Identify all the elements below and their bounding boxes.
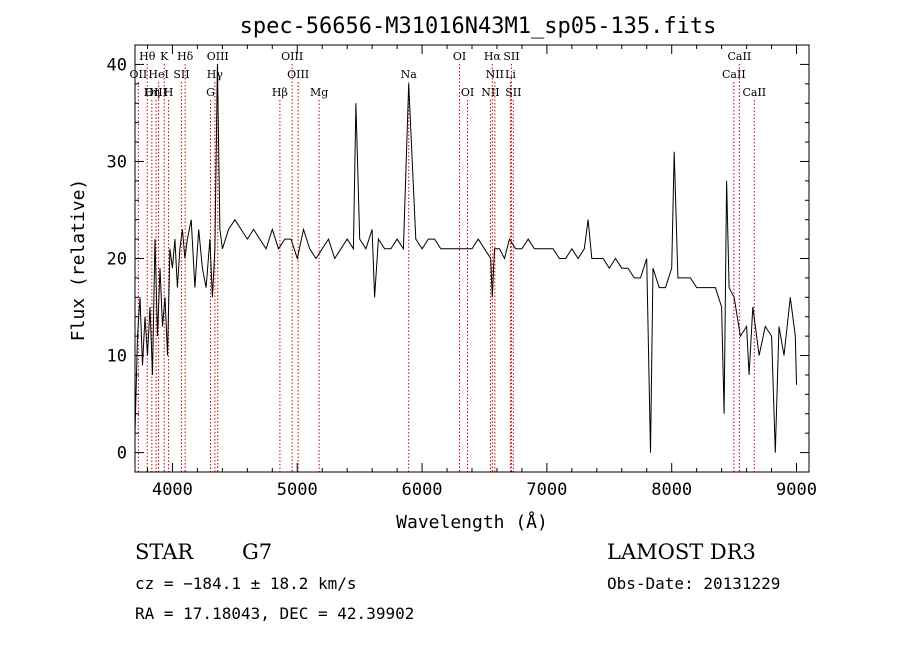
spectrum-line [134,64,797,453]
line-marker-label-18: OIII [145,86,167,99]
line-marker-label-20: H [164,86,174,99]
y-axis-ticks: 0 10 20 30 40 [107,44,809,473]
line-marker-label-24: OI [461,86,474,99]
line-marker-label-6: Hα [484,50,502,63]
line-markers [137,64,755,472]
y-tick-label-3: 30 [107,152,127,172]
line-marker-label-25: NII [481,86,499,99]
line-marker-label-4: OIII [281,50,303,63]
y-tick-label-2: 20 [107,250,127,270]
x-tick-label-4: 8000 [651,480,692,500]
line-marker-label-19: Hη [144,86,160,99]
y-tick-label-4: 40 [107,55,127,75]
line-marker-label-16: Li [505,68,516,81]
x-tick-label-0: 4000 [152,480,193,500]
line-marker-label-9: OII [130,68,148,81]
x-axis-ticks: 4000 5000 6000 7000 8000 9000 [146,45,817,500]
y-axis-label: Flux (relative) [68,179,89,342]
y-tick-label-0: 0 [117,444,127,464]
ra-dec-coordinates: RA = 17.18043, DEC = 42.39902 [135,604,414,623]
line-marker-label-22: Hβ [272,86,288,99]
line-marker-label-10: HeI [148,68,168,81]
line-marker-label-27: CaII [742,86,766,99]
spectral-subclass: G7 [242,540,272,564]
line-marker-label-26: SII [505,86,521,99]
line-marker-label-13: OIII [287,68,309,81]
x-tick-label-3: 7000 [526,480,567,500]
line-marker-label-0: Hθ [139,50,156,63]
line-marker-label-23: Mg [310,86,328,99]
line-marker-label-11: SII [173,68,189,81]
line-marker-label-8: CaII [728,50,752,63]
line-marker-label-21: G [206,86,215,99]
line-marker-label-1: K [160,50,169,63]
line-marker-label-3: OIII [207,50,229,63]
y-tick-label-1: 10 [107,347,127,367]
line-marker-label-14: Na [401,68,418,81]
object-type: STAR [135,540,194,564]
chart-title: spec-56656-M31016N43M1_sp05-135.fits [240,14,717,39]
plot-frame [134,44,810,473]
line-marker-label-15: NII [486,68,504,81]
line-marker-label-7: SII [503,50,519,63]
survey-name: LAMOST DR3 [607,540,756,564]
x-axis-label: Wavelength (Å) [396,511,548,533]
x-tick-label-1: 5000 [277,480,318,500]
line-marker-label-2: Hδ [177,50,194,63]
line-marker-label-17: CaII [722,68,746,81]
x-tick-label-2: 6000 [402,480,443,500]
line-marker-label-5: OI [453,50,466,63]
observation-date: Obs-Date: 20131229 [607,574,780,593]
x-tick-label-5: 9000 [776,480,817,500]
line-marker-label-12: Hγ [207,68,224,81]
redshift-velocity: cz = −184.1 ± 18.2 km/s [135,574,357,593]
